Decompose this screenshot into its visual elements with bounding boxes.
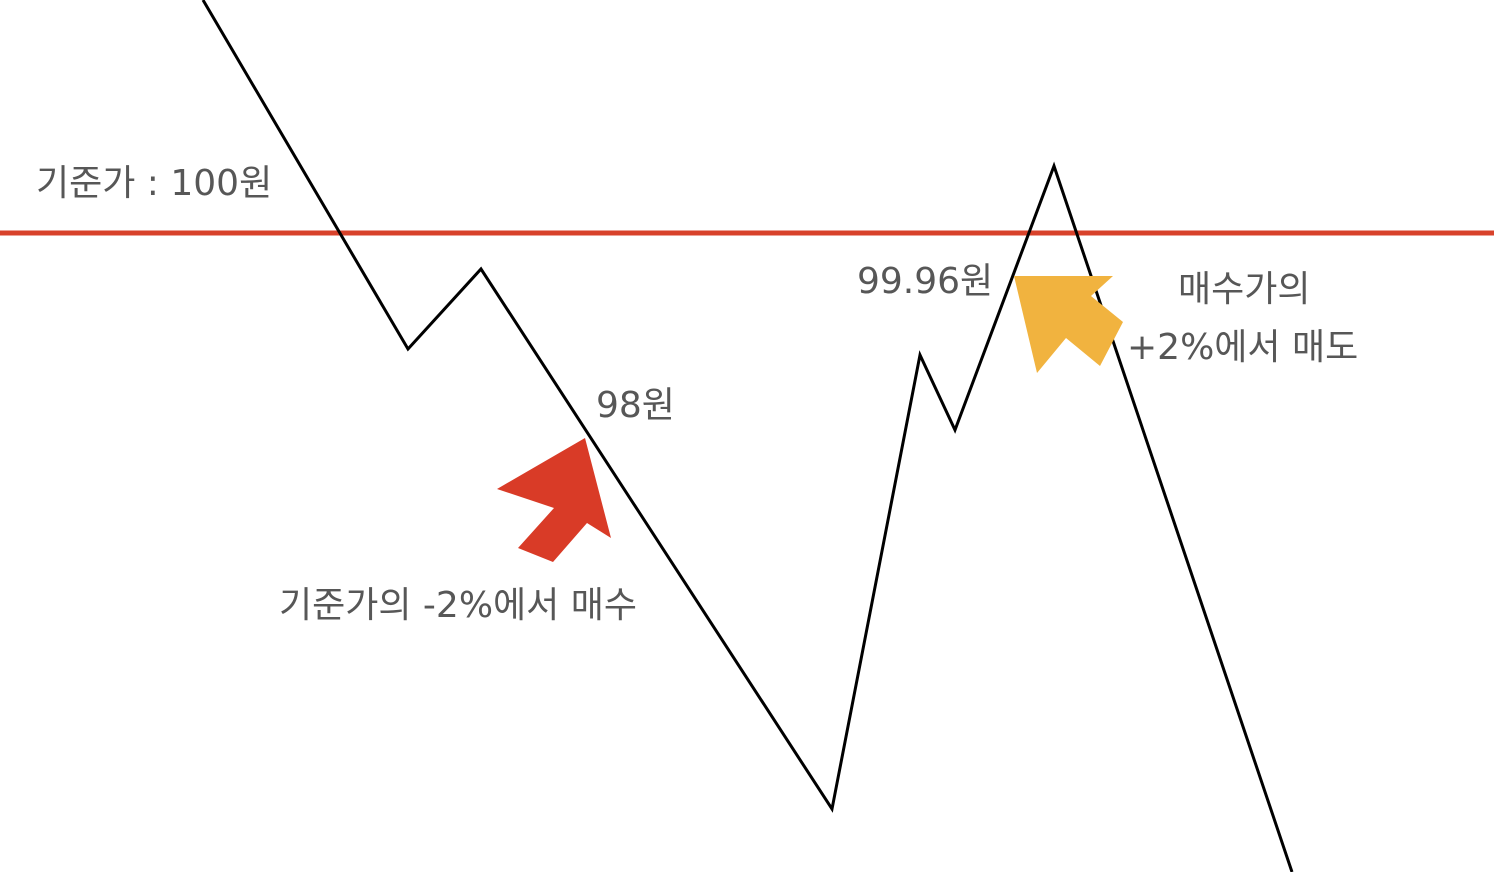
sell-price-label: 99.96원 bbox=[857, 261, 994, 302]
sell-rule-label-line1: 매수가의 bbox=[1178, 269, 1311, 310]
buy-price-label: 98원 bbox=[596, 385, 675, 426]
price-path-line bbox=[201, 0, 1294, 872]
buy-rule-label: 기준가의 -2%에서 매수 bbox=[279, 585, 637, 626]
sell-arrow-icon bbox=[1014, 276, 1123, 373]
buy-arrow-icon bbox=[497, 438, 611, 562]
sell-rule-label-line2: +2%에서 매도 bbox=[1127, 327, 1359, 368]
base-price-label: 기준가 : 100원 bbox=[36, 163, 273, 204]
